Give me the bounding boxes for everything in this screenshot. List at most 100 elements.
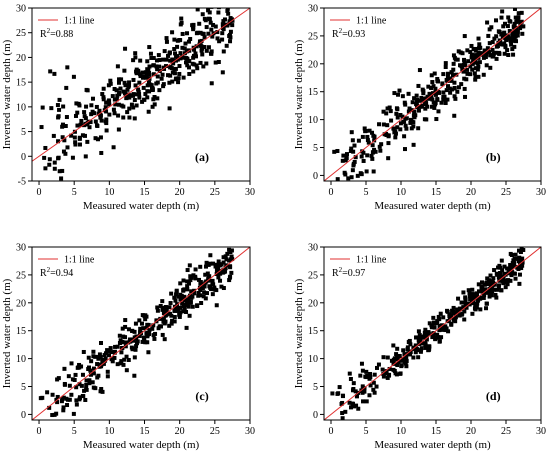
data-point [163, 309, 168, 314]
data-point [143, 92, 148, 97]
data-point [468, 72, 473, 77]
data-point [117, 333, 122, 338]
data-point [113, 344, 118, 349]
x-tick-label: 10 [104, 187, 114, 198]
data-point [455, 89, 460, 94]
data-point [178, 56, 183, 61]
data-point [430, 91, 435, 96]
data-point [57, 97, 62, 102]
data-point [399, 363, 404, 368]
data-point [105, 374, 110, 379]
data-point [434, 117, 439, 122]
y-tick-label: 15 [16, 78, 26, 89]
data-point [195, 8, 200, 12]
data-point [204, 260, 209, 265]
data-point [366, 374, 371, 379]
scatter-panel-4: 0 5 10 15 20 25 30 0 5 10 15 20 25 30 Measured water d… [293, 243, 546, 452]
data-point [101, 361, 106, 366]
data-point [110, 94, 115, 99]
data-point [105, 348, 110, 353]
data-point [127, 93, 132, 98]
data-point [95, 123, 100, 128]
data-point [147, 70, 152, 75]
data-point [442, 326, 447, 331]
data-point [461, 290, 466, 295]
data-point [49, 106, 54, 111]
data-point [99, 364, 104, 369]
data-point [436, 90, 441, 95]
data-point [506, 53, 511, 58]
data-point [362, 389, 367, 394]
data-point [395, 356, 400, 361]
data-point [515, 29, 520, 34]
data-point [65, 403, 70, 408]
data-point [202, 45, 207, 49]
data-point [180, 31, 185, 36]
data-point [470, 301, 475, 306]
y-tick-label: 0 [313, 171, 318, 182]
data-point [419, 103, 424, 108]
data-point [43, 145, 48, 150]
data-point [63, 151, 68, 156]
data-point [429, 73, 434, 78]
data-point [55, 394, 60, 399]
data-point [456, 296, 461, 301]
data-point [343, 172, 348, 177]
data-point [433, 86, 438, 91]
data-point [439, 100, 444, 105]
data-point [421, 91, 426, 96]
data-point [367, 393, 372, 398]
data-point [223, 266, 228, 271]
data-point [463, 94, 468, 99]
data-points [332, 8, 526, 181]
data-point [78, 122, 83, 127]
data-point [185, 287, 190, 292]
data-point [204, 48, 209, 53]
x-tick-label: 15 [140, 426, 150, 437]
x-tick-label: 20 [466, 187, 476, 198]
data-point [97, 354, 102, 359]
data-point [499, 32, 504, 37]
data-point [400, 114, 405, 119]
data-point [229, 17, 234, 22]
data-point [139, 321, 144, 326]
data-point [435, 97, 440, 102]
data-point [495, 287, 500, 292]
data-point [351, 163, 356, 168]
data-point [414, 99, 419, 104]
data-point [228, 257, 233, 262]
data-point [218, 278, 223, 283]
data-point [354, 394, 359, 399]
axes-frame [323, 246, 542, 421]
data-point [190, 304, 195, 309]
data-point [52, 71, 57, 76]
data-point [213, 262, 218, 267]
data-point [341, 428, 345, 432]
data-point [82, 114, 87, 119]
data-point [77, 395, 82, 400]
data-point [228, 29, 233, 34]
data-point [138, 72, 143, 77]
data-point [408, 352, 413, 357]
data-point [381, 122, 386, 127]
data-point [370, 156, 375, 161]
data-point [451, 67, 456, 72]
data-point [99, 150, 104, 155]
data-point [398, 358, 403, 363]
data-point [499, 42, 504, 47]
x-tick-label: 30 [536, 187, 546, 198]
data-point [124, 96, 129, 101]
data-point [83, 154, 88, 159]
data-point [153, 331, 158, 336]
r-squared-label: R2=0.93 [332, 27, 365, 40]
data-point [160, 307, 165, 312]
data-point [348, 405, 353, 410]
data-point [348, 376, 353, 381]
data-point [394, 106, 399, 111]
data-point [516, 248, 521, 253]
data-point [473, 48, 478, 53]
data-point [381, 374, 386, 379]
data-point [388, 109, 393, 114]
data-point [420, 96, 425, 101]
data-point [349, 130, 354, 135]
